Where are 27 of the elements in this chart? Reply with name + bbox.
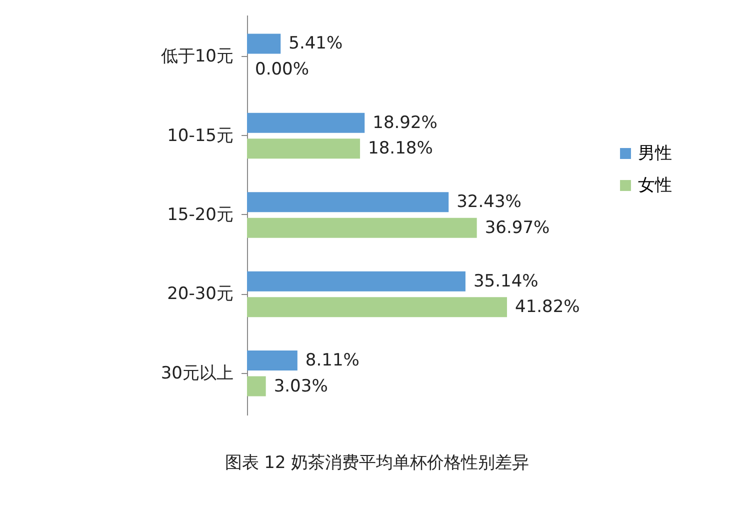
data-label: 18.92% <box>372 112 438 133</box>
data-label: 5.41% <box>288 34 343 54</box>
data-label: 18.18% <box>368 138 433 159</box>
y-tick-label: 15-20元 <box>167 205 234 225</box>
data-label: 0.00% <box>255 59 310 80</box>
data-label: 32.43% <box>456 192 522 212</box>
bar <box>247 376 266 396</box>
y-tick-label: 10-15元 <box>167 126 234 146</box>
bar <box>247 34 281 54</box>
bar <box>247 218 477 238</box>
data-label: 8.11% <box>305 350 360 371</box>
text: 图表 12 奶茶消费平均单杯价格性别差异 <box>224 453 530 473</box>
y-tick-label: 低于10元 <box>160 46 234 67</box>
y-tick-label: 30元以上 <box>160 363 234 384</box>
bar <box>247 138 360 159</box>
data-label: 36.97% <box>484 218 550 238</box>
data-label: 41.82% <box>515 297 580 318</box>
bar <box>247 192 449 212</box>
legend-label: 女性 <box>638 176 672 196</box>
bar <box>247 112 365 133</box>
bar <box>247 350 298 371</box>
data-label: 3.03% <box>274 376 328 396</box>
legend-label: 男性 <box>638 144 672 164</box>
y-tick-label: 20-30元 <box>167 284 234 304</box>
bar <box>247 297 507 318</box>
bar <box>247 271 466 292</box>
data-label: 35.14% <box>473 271 538 292</box>
